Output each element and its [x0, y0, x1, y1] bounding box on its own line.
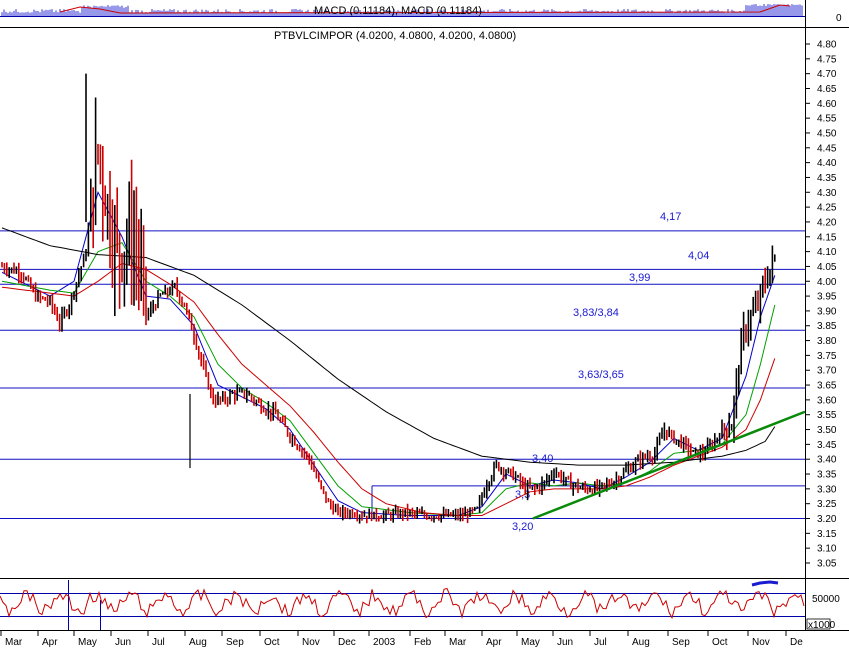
y-tick-label: 3.40 — [817, 455, 837, 466]
volume-panel: 50000 x1000 — [0, 580, 840, 631]
x-tick-label: Mar — [5, 637, 23, 648]
volume-unit: x1000 — [808, 620, 836, 631]
x-tick-label: Jul — [594, 637, 607, 648]
y-tick-label: 4.05 — [817, 262, 837, 273]
y-tick-label: 3.80 — [817, 336, 837, 347]
x-tick-label: May — [521, 637, 540, 648]
y-tick-label: 4.60 — [817, 99, 837, 110]
y-tick-label: 3.85 — [817, 321, 837, 332]
x-tick-label: Apr — [42, 637, 58, 648]
y-tick-label: 3.45 — [817, 440, 837, 451]
y-tick-label: 4.25 — [817, 203, 837, 214]
y-tick-label: 4.30 — [817, 188, 837, 199]
macd-label: MACD (0.11184), MACD (0.11184) — [314, 5, 482, 17]
x-tick-label: Jun — [115, 637, 131, 648]
x-tick-label: Aug — [632, 637, 650, 648]
level-label: 3,40 — [532, 453, 553, 465]
y-tick-label: 4.00 — [817, 277, 837, 288]
y-tick-label: 3.35 — [817, 470, 837, 481]
level-label: 3,83/3,84 — [573, 307, 619, 319]
y-tick-label: 3.10 — [817, 544, 837, 555]
y-tick-label: 3.60 — [817, 395, 837, 406]
y-tick-label: 3.95 — [817, 292, 837, 303]
y-tick-label: 4.70 — [817, 69, 837, 80]
x-tick-label: Mar — [449, 637, 467, 648]
x-tick-label: May — [78, 637, 97, 648]
macd-zero-tick: 0 — [836, 13, 842, 24]
x-tick-label: Aug — [189, 637, 207, 648]
y-tick-label: 3.55 — [817, 410, 837, 421]
x-tick-label: Nov — [752, 637, 770, 648]
y-tick-label: 3.50 — [817, 425, 837, 436]
price-label: PTBVLCIMPOR (4.0200, 4.0800, 4.0200, 4.0… — [274, 30, 516, 42]
y-tick-label: 3.25 — [817, 499, 837, 510]
level-label: 3,99 — [629, 272, 650, 284]
price-panel: 3.05 3.10 3.15 3.20 3.25 3.30 3.35 3.40 3.45 3.50… — [0, 30, 837, 570]
x-tick-label: Dec — [338, 637, 356, 648]
y-tick-label: 4.50 — [817, 128, 837, 139]
y-tick-label: 3.70 — [817, 366, 837, 377]
x-axis: Mar Apr May Jun Jul Aug Sep Oct Nov Dec 2003 Feb Mar… — [0, 631, 803, 648]
x-tick-label: Nov — [302, 637, 320, 648]
y-tick-label: 4.55 — [817, 114, 837, 125]
oscillator-line — [0, 587, 805, 620]
y-tick-label: 3.20 — [817, 514, 837, 525]
x-tick-label: Sep — [672, 637, 690, 648]
x-tick-label: Sep — [226, 637, 244, 648]
y-tick-label: 4.65 — [817, 84, 837, 95]
y-tick-label: 3.90 — [817, 306, 837, 317]
y-tick-label: 3.65 — [817, 381, 837, 392]
level-label: 3,20 — [512, 521, 533, 533]
macd-panel: MACD (0.11184), MACD (0.11184) 0 — [0, 4, 842, 24]
price-y-axis: 3.05 3.10 3.15 3.20 3.25 3.30 3.35 3.40 3.45 3.50… — [805, 40, 837, 570]
volume-tick: 50000 — [812, 594, 840, 605]
x-tick-label: Jul — [152, 637, 165, 648]
x-tick-label: Jun — [557, 637, 573, 648]
x-tick-label: 2003 — [373, 637, 396, 648]
y-tick-label: 3.15 — [817, 529, 837, 540]
level-label: 4,04 — [688, 250, 709, 262]
x-tick-label: Feb — [414, 637, 432, 648]
y-tick-label: 3.30 — [817, 484, 837, 495]
x-tick-label: Oct — [264, 637, 280, 648]
y-tick-label: 3.05 — [817, 559, 837, 570]
x-tick-label: De — [790, 637, 803, 648]
y-tick-label: 4.45 — [817, 143, 837, 154]
y-tick-label: 4.40 — [817, 158, 837, 169]
uptrend-line — [532, 410, 806, 520]
x-tick-label: Oct — [712, 637, 728, 648]
y-tick-label: 4.15 — [817, 232, 837, 243]
y-tick-label: 4.75 — [817, 54, 837, 65]
macd-histogram — [1, 4, 803, 16]
level-label: 4,17 — [660, 211, 681, 223]
y-tick-label: 4.20 — [817, 217, 837, 228]
y-tick-label: 4.35 — [817, 173, 837, 184]
y-tick-label: 4.80 — [817, 40, 837, 51]
x-tick-label: Apr — [486, 637, 502, 648]
y-tick-label: 4.10 — [817, 247, 837, 258]
y-tick-label: 3.75 — [817, 351, 837, 362]
level-label: 3,63/3,65 — [578, 369, 624, 381]
